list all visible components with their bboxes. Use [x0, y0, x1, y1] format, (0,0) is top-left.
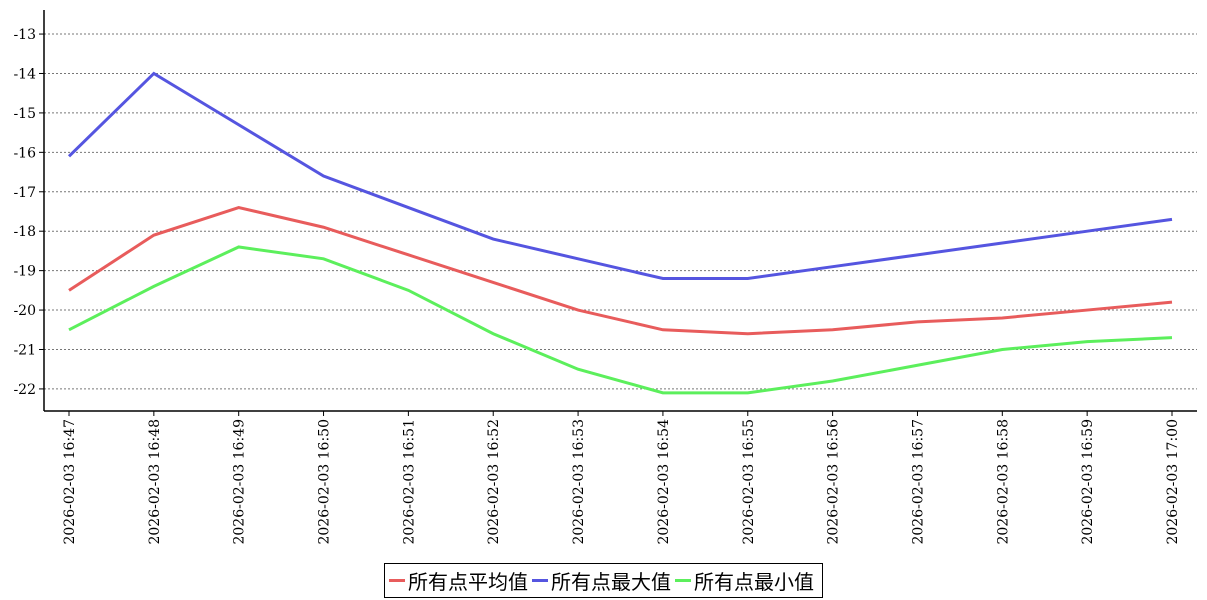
legend-label: 所有点最大值 — [551, 570, 671, 594]
y-tick-label: -13 — [13, 27, 36, 43]
x-tick-label: 2026-02-03 16:59 — [1080, 419, 1096, 545]
y-tick-label: -20 — [13, 303, 36, 319]
y-tick-label: -16 — [13, 145, 36, 161]
x-tick-label: 2026-02-03 16:51 — [401, 419, 417, 545]
x-tick-label: 2026-02-03 16:53 — [571, 419, 587, 545]
x-tick-label: 2026-02-03 16:57 — [910, 419, 926, 545]
legend-wrap: 所有点平均值 所有点最大值 所有点最小值 — [0, 563, 1207, 598]
series-line — [68, 205, 1173, 336]
x-tick-label: 2026-02-03 16:52 — [486, 419, 502, 545]
legend-label: 所有点最小值 — [694, 570, 814, 594]
y-tick-label: -21 — [13, 342, 36, 358]
legend-item: 所有点最小值 — [675, 566, 814, 595]
series-line — [68, 245, 1173, 395]
legend-swatch — [389, 579, 405, 582]
legend: 所有点平均值 所有点最大值 所有点最小值 — [384, 563, 823, 598]
legend-swatch — [532, 579, 548, 582]
y-tick-label: -22 — [13, 382, 36, 398]
legend-item: 所有点平均值 — [389, 566, 528, 595]
x-tick-label: 2026-02-03 16:49 — [232, 419, 248, 545]
x-tick-label: 2026-02-03 16:48 — [147, 419, 163, 545]
x-tick-label: 2026-02-03 16:54 — [656, 419, 672, 545]
x-tick-label: 2026-02-03 16:50 — [317, 419, 333, 545]
y-tick-label: -19 — [13, 264, 36, 280]
x-tick-label: 2026-02-03 16:47 — [62, 419, 78, 545]
x-tick-label: 2026-02-03 16:55 — [741, 419, 757, 545]
y-tick-label: -18 — [13, 224, 36, 240]
x-tick-label: 2026-02-03 16:56 — [826, 419, 842, 545]
y-tick-label: -17 — [13, 185, 36, 201]
x-tick-label: 2026-02-03 17:00 — [1165, 419, 1181, 545]
legend-swatch — [675, 579, 691, 582]
legend-item: 所有点最大值 — [532, 566, 671, 595]
y-tick-label: -14 — [13, 66, 36, 82]
legend-label: 所有点平均值 — [408, 570, 528, 594]
series-line — [67, 71, 1173, 281]
y-tick-label: -15 — [13, 106, 36, 122]
x-tick-label: 2026-02-03 16:58 — [995, 419, 1011, 545]
